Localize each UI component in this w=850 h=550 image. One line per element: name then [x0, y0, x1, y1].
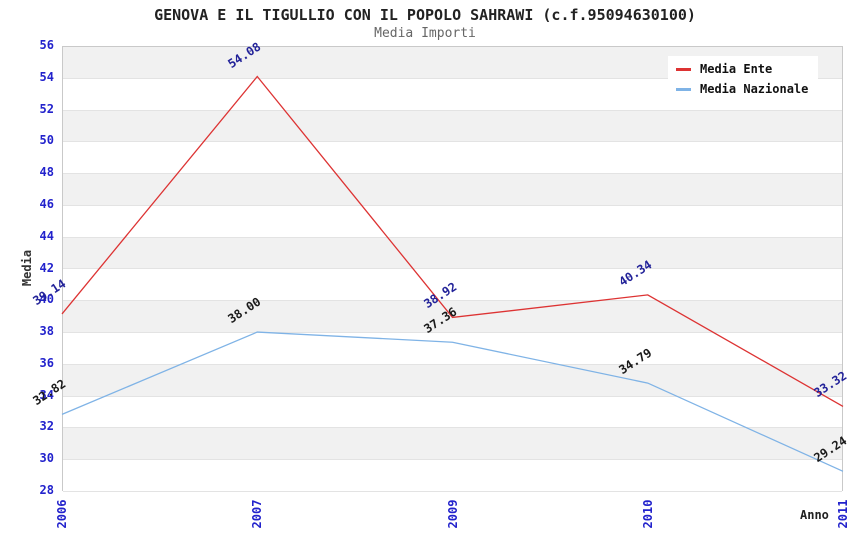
- y-tick-label: 50: [39, 133, 54, 148]
- grid-band: [63, 269, 842, 302]
- y-tick-label: 40: [39, 292, 54, 307]
- chart-title: GENOVA E IL TIGULLIO CON IL POPOLO SAHRA…: [154, 6, 696, 24]
- x-axis-title: Anno: [800, 508, 829, 522]
- y-tick-label: 36: [39, 355, 54, 370]
- y-tick-label: 44: [39, 228, 54, 243]
- y-tick-label: 34: [39, 387, 54, 402]
- y-tick-label: 46: [39, 196, 54, 211]
- legend-item: Media Ente: [676, 59, 808, 79]
- series-line-media-nazionale: [61, 331, 844, 472]
- series-line-media-ente: [61, 75, 844, 408]
- legend-label: Media Nazionale: [700, 82, 809, 96]
- grid-band: [63, 142, 842, 175]
- plot-area: [62, 46, 843, 492]
- y-tick-label: 54: [39, 69, 54, 84]
- legend-label: Media Ente: [700, 62, 773, 76]
- chart-subtitle: Media Importi: [374, 26, 476, 41]
- y-tick-label: 28: [39, 483, 54, 497]
- y-tick-label: 30: [39, 451, 54, 466]
- y-tick-label: 42: [39, 260, 54, 275]
- y-tick-label: 32: [39, 419, 54, 434]
- grid-band: [63, 460, 842, 492]
- legend: Media Ente Media Nazionale: [668, 56, 819, 102]
- grid-band: [63, 174, 842, 206]
- grid-band: [63, 110, 842, 143]
- y-tick-label: 52: [39, 101, 54, 116]
- grid-band: [63, 205, 842, 238]
- legend-line-swatch: [676, 87, 691, 91]
- y-tick-label: 56: [39, 38, 54, 52]
- y-tick-label: 38: [39, 324, 54, 339]
- grid-band: [63, 428, 842, 461]
- y-tick-label: 48: [39, 165, 54, 180]
- legend-item: Media Nazionale: [676, 79, 808, 99]
- legend-line-swatch: [676, 67, 691, 71]
- grid-band: [63, 364, 842, 397]
- grid-band: [63, 237, 842, 270]
